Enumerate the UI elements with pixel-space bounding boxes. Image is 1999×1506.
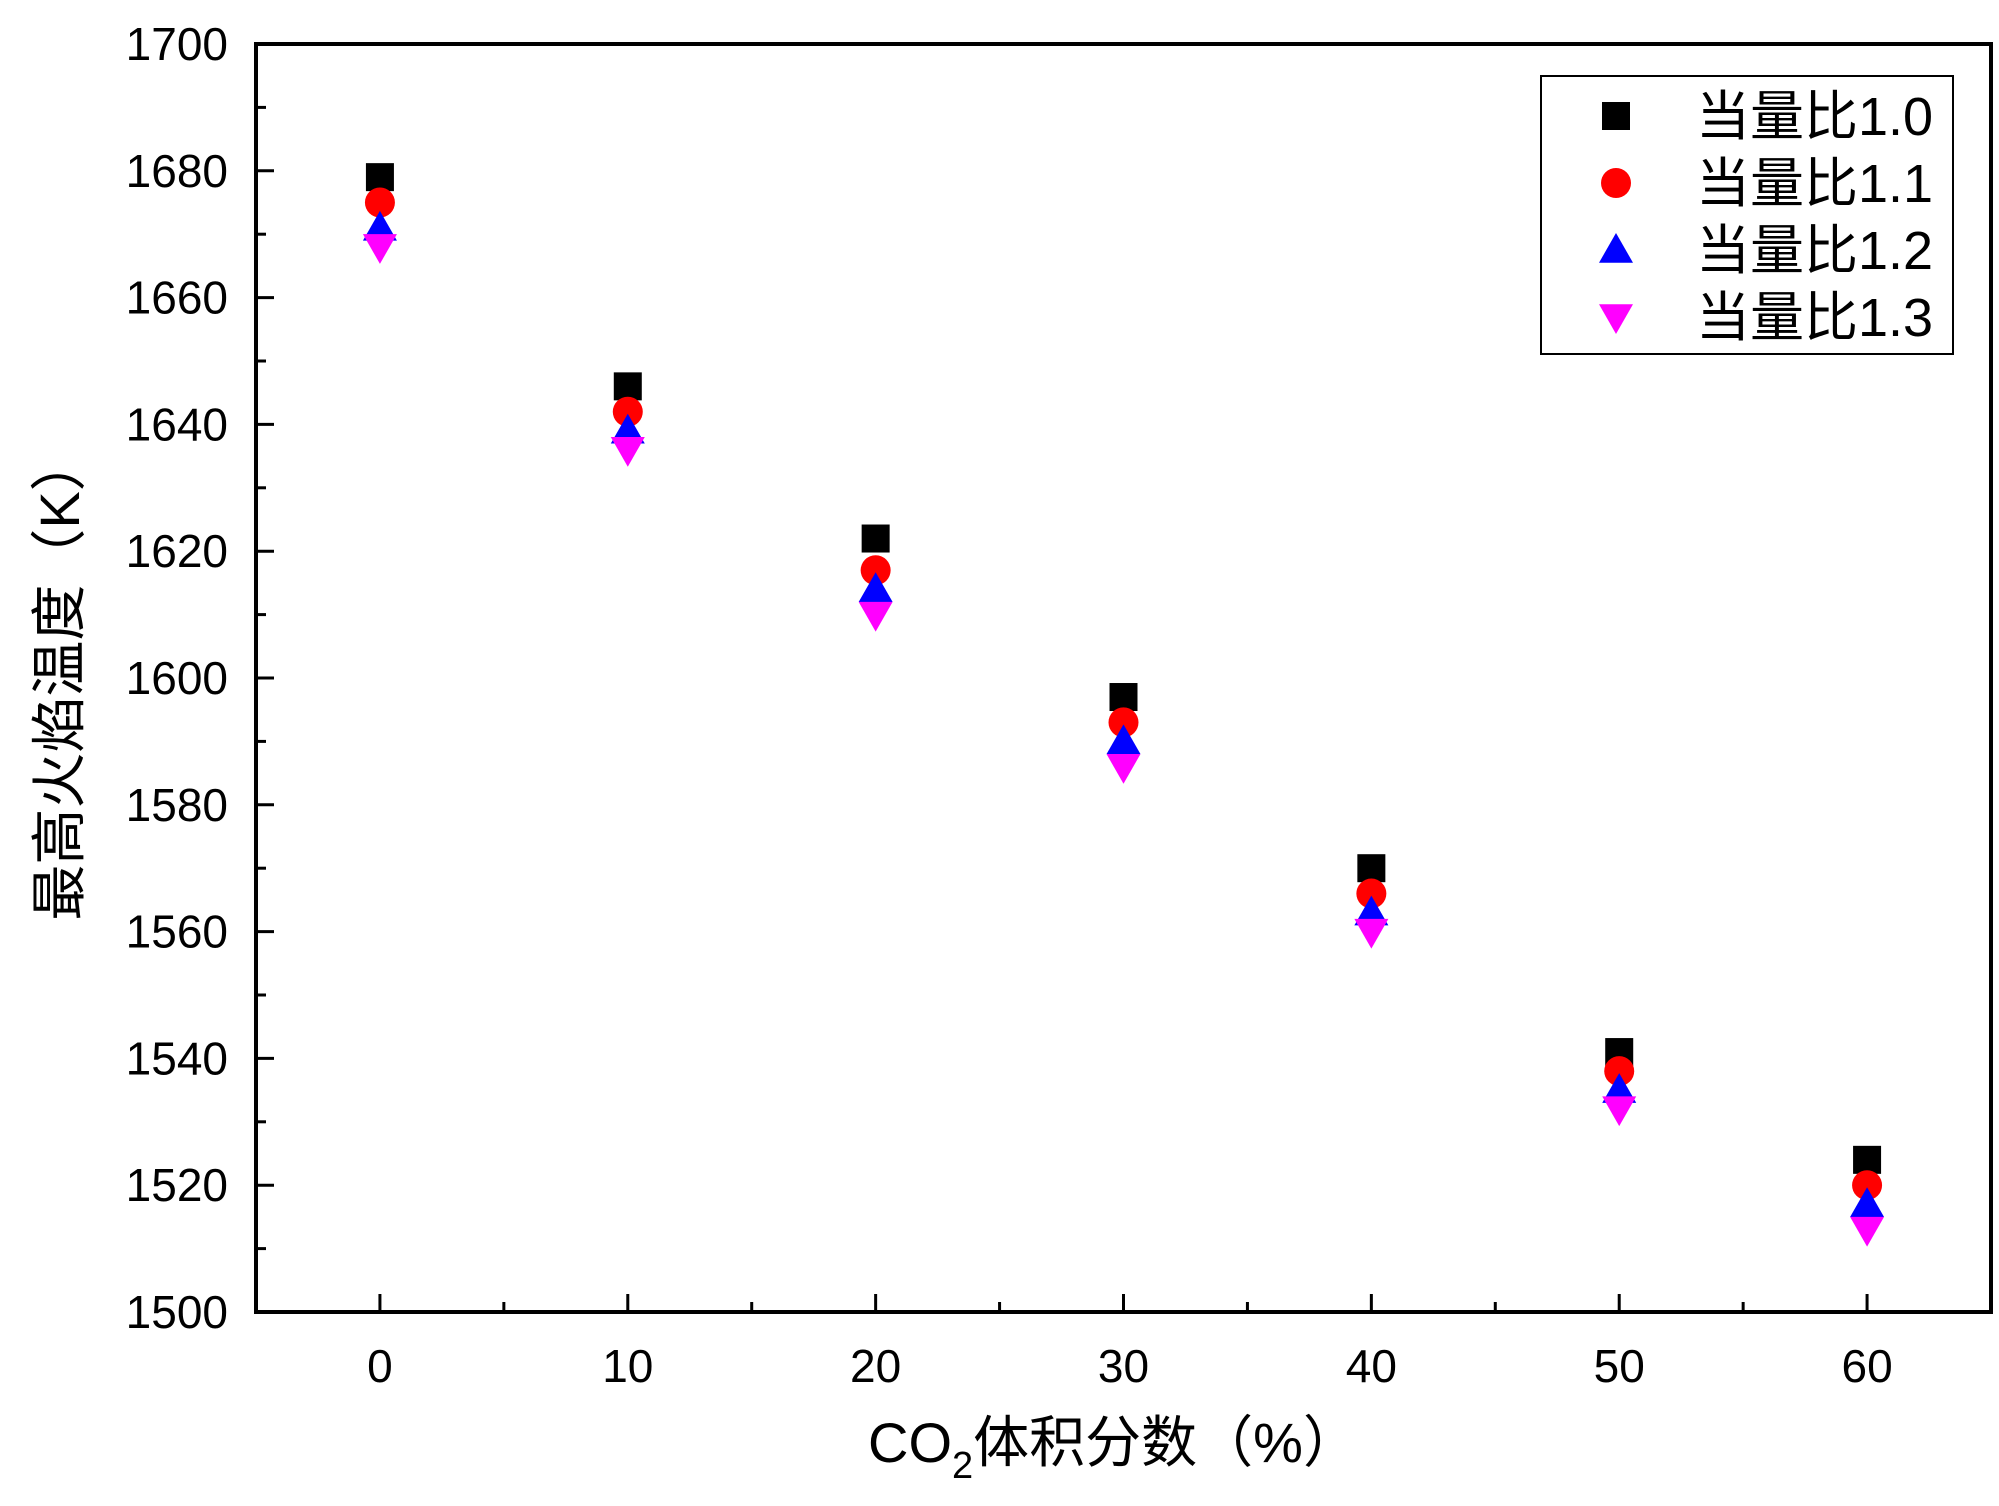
x-tick-label: 30 bbox=[1098, 1340, 1149, 1392]
x-axis-label-rest: 体积分数（%） bbox=[973, 1411, 1359, 1474]
data-point bbox=[613, 372, 642, 401]
data-point bbox=[1602, 1073, 1637, 1103]
legend-label: 当量比1.3 bbox=[1696, 288, 1933, 348]
y-tick-label: 1680 bbox=[126, 145, 228, 197]
legend-label: 当量比1.2 bbox=[1696, 221, 1933, 281]
x-axis-label-main: CO bbox=[868, 1411, 952, 1474]
x-tick-label: 10 bbox=[602, 1340, 653, 1392]
data-point bbox=[1852, 1170, 1883, 1201]
legend-label: 当量比1.1 bbox=[1696, 154, 1933, 214]
data-point bbox=[1356, 878, 1387, 909]
data-point bbox=[612, 396, 643, 427]
legend-marker bbox=[1599, 304, 1633, 334]
data-point bbox=[1850, 1187, 1885, 1217]
data-point bbox=[858, 601, 893, 632]
data-point bbox=[1106, 724, 1141, 755]
data-point bbox=[1604, 1056, 1635, 1087]
y-tick-label: 1580 bbox=[126, 779, 228, 831]
x-tick-label: 50 bbox=[1594, 1340, 1645, 1392]
data-point bbox=[1853, 1145, 1882, 1174]
y-tick-label: 1500 bbox=[126, 1286, 228, 1338]
y-tick-label: 1600 bbox=[126, 652, 228, 704]
axis-labels: CO2体积分数（%） 最高火焰温度（K） bbox=[28, 435, 1359, 1487]
ticks: 0 10 20 30 40 50 60 1500 1520 1540 1560 1580 1600 162… bbox=[126, 18, 1893, 1392]
x-tick-label: 0 bbox=[367, 1340, 393, 1392]
data-point bbox=[365, 163, 394, 192]
data-point bbox=[1850, 1216, 1885, 1247]
data-point bbox=[860, 555, 891, 586]
data-point bbox=[1357, 854, 1386, 883]
series-4 bbox=[362, 234, 1885, 1247]
data-point bbox=[364, 187, 395, 218]
data-points bbox=[362, 163, 1885, 1247]
y-tick-label: 1660 bbox=[126, 272, 228, 324]
y-axis-label: 最高火焰温度（K） bbox=[28, 435, 91, 920]
x-axis-label: CO2体积分数（%） bbox=[868, 1411, 1359, 1487]
x-tick-label: 60 bbox=[1841, 1340, 1892, 1392]
y-tick-label: 1560 bbox=[126, 906, 228, 958]
series-1 bbox=[365, 163, 1882, 1174]
y-tick-label: 1520 bbox=[126, 1159, 228, 1211]
y-tick-label: 1640 bbox=[126, 398, 228, 450]
y-tick-label: 1620 bbox=[126, 525, 228, 577]
legend-label: 当量比1.0 bbox=[1696, 87, 1933, 147]
data-point bbox=[861, 524, 890, 553]
data-point bbox=[1106, 754, 1141, 784]
data-point bbox=[610, 437, 645, 467]
data-point bbox=[858, 572, 893, 602]
data-point bbox=[610, 413, 645, 444]
x-tick-label: 20 bbox=[850, 1340, 901, 1392]
y-tick-label: 1540 bbox=[126, 1032, 228, 1084]
x-tick-label: 40 bbox=[1346, 1340, 1397, 1392]
legend-marker bbox=[1601, 168, 1631, 198]
data-point bbox=[1108, 707, 1139, 738]
legend-marker bbox=[1602, 102, 1630, 130]
y-tick-label: 1700 bbox=[126, 18, 228, 70]
x-axis-label-subscript: 2 bbox=[952, 1445, 973, 1487]
data-point bbox=[1354, 895, 1389, 926]
legend: 当量比1.0 当量比1.1 当量比1.2 当量比1.3 bbox=[1540, 75, 1954, 355]
data-point bbox=[362, 234, 397, 264]
data-point bbox=[1354, 918, 1389, 949]
series-3 bbox=[362, 210, 1885, 1217]
data-point bbox=[362, 210, 397, 241]
legend-marker bbox=[1599, 233, 1633, 263]
data-point bbox=[1109, 683, 1138, 712]
series-2 bbox=[364, 187, 1883, 1201]
data-point bbox=[1602, 1096, 1637, 1127]
